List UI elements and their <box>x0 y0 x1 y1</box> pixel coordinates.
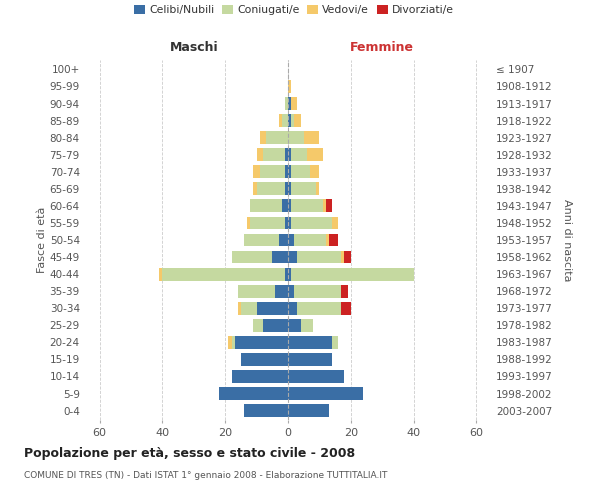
Text: Femmine: Femmine <box>350 41 414 54</box>
Bar <box>291 114 294 127</box>
Bar <box>241 353 288 366</box>
Bar <box>288 387 364 400</box>
Bar <box>341 285 347 298</box>
Bar <box>257 302 288 314</box>
Bar <box>288 404 329 417</box>
Bar <box>278 234 288 246</box>
Bar <box>344 250 351 264</box>
Bar <box>235 336 288 349</box>
Bar <box>163 268 285 280</box>
Bar <box>257 182 285 195</box>
Bar <box>288 182 291 195</box>
Bar <box>304 131 319 144</box>
Bar <box>288 114 291 127</box>
Bar <box>298 250 341 264</box>
Bar <box>244 234 278 246</box>
Bar <box>263 319 288 332</box>
Y-axis label: Anni di nascita: Anni di nascita <box>562 198 572 281</box>
Bar <box>301 319 313 332</box>
Bar <box>260 166 285 178</box>
Bar <box>323 200 326 212</box>
Text: Popolazione per età, sesso e stato civile - 2008: Popolazione per età, sesso e stato civil… <box>24 448 355 460</box>
Bar <box>291 97 298 110</box>
Bar <box>332 336 338 349</box>
Bar <box>329 234 338 246</box>
Bar <box>291 200 323 212</box>
Bar <box>285 268 288 280</box>
Bar <box>326 234 329 246</box>
Legend: Celibi/Nubili, Coniugati/e, Vedovi/e, Divorziati/e: Celibi/Nubili, Coniugati/e, Vedovi/e, Di… <box>134 6 454 16</box>
Bar <box>250 200 282 212</box>
Bar <box>244 404 288 417</box>
Bar <box>232 336 235 349</box>
Bar <box>247 216 250 230</box>
Bar <box>272 250 288 264</box>
Bar <box>253 182 257 195</box>
Bar <box>288 80 291 93</box>
Bar <box>253 166 260 178</box>
Bar <box>282 200 288 212</box>
Bar <box>291 182 316 195</box>
Bar <box>326 200 332 212</box>
Bar <box>253 319 263 332</box>
Bar <box>160 268 163 280</box>
Bar <box>294 234 326 246</box>
Bar <box>229 336 232 349</box>
Bar <box>298 302 341 314</box>
Bar <box>291 216 332 230</box>
Bar <box>285 216 288 230</box>
Bar <box>288 200 291 212</box>
Bar <box>294 114 301 127</box>
Bar <box>332 216 338 230</box>
Bar <box>219 387 288 400</box>
Bar <box>310 166 319 178</box>
Bar <box>288 285 294 298</box>
Bar <box>232 370 288 383</box>
Y-axis label: Fasce di età: Fasce di età <box>37 207 47 273</box>
Bar <box>285 148 288 161</box>
Bar <box>260 131 266 144</box>
Bar <box>288 216 291 230</box>
Bar <box>288 302 298 314</box>
Bar <box>288 234 294 246</box>
Bar <box>285 166 288 178</box>
Bar <box>288 148 291 161</box>
Bar <box>263 148 285 161</box>
Bar <box>288 268 291 280</box>
Bar <box>288 319 301 332</box>
Bar <box>238 302 241 314</box>
Bar <box>288 250 298 264</box>
Bar <box>288 353 332 366</box>
Bar <box>288 166 291 178</box>
Bar <box>285 182 288 195</box>
Bar <box>257 148 263 161</box>
Bar <box>288 97 291 110</box>
Bar <box>232 250 272 264</box>
Bar <box>288 131 304 144</box>
Bar <box>275 285 288 298</box>
Bar <box>294 285 341 298</box>
Bar <box>266 131 288 144</box>
Bar <box>238 285 275 298</box>
Text: Maschi: Maschi <box>170 41 218 54</box>
Bar <box>282 114 288 127</box>
Bar <box>278 114 282 127</box>
Bar <box>291 268 413 280</box>
Bar <box>250 216 285 230</box>
Bar <box>307 148 323 161</box>
Bar <box>288 336 332 349</box>
Bar <box>291 166 310 178</box>
Bar <box>341 250 344 264</box>
Bar <box>291 148 307 161</box>
Text: COMUNE DI TRES (TN) - Dati ISTAT 1° gennaio 2008 - Elaborazione TUTTITALIA.IT: COMUNE DI TRES (TN) - Dati ISTAT 1° genn… <box>24 470 388 480</box>
Bar <box>341 302 351 314</box>
Bar <box>288 370 344 383</box>
Bar <box>285 97 288 110</box>
Bar <box>241 302 257 314</box>
Bar <box>316 182 319 195</box>
